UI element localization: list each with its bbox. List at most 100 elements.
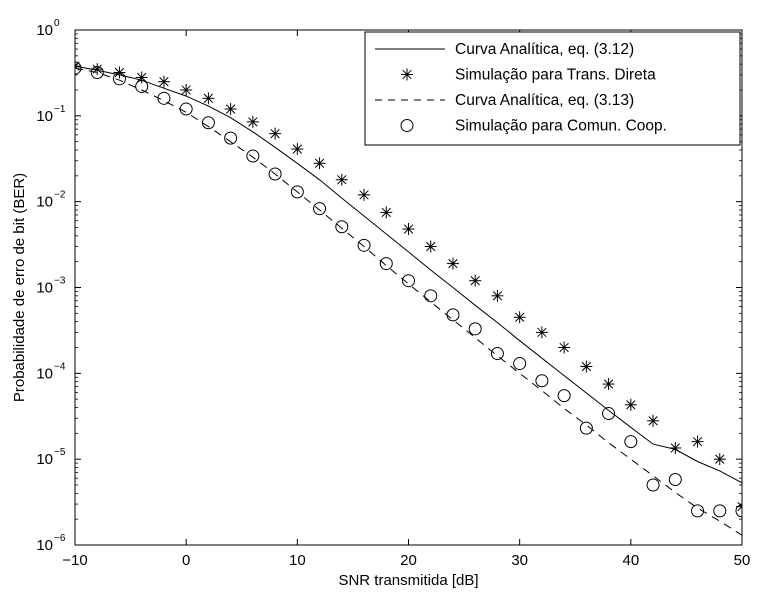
x-tick-label: 0 (182, 552, 190, 569)
data-point-sim-coop (557, 389, 571, 403)
legend-label-sim-direct: Simulação para Trans. Direta (455, 67, 656, 84)
asterisk-stroke (359, 190, 369, 200)
asterisk-stroke (448, 258, 458, 269)
data-point-sim-direct (157, 75, 170, 88)
asterisk-stroke (648, 416, 658, 426)
data-point-sim-direct (602, 378, 615, 391)
data-point-sim-coop (75, 61, 82, 75)
data-point-sim-coop (513, 357, 527, 371)
legend-item-sim-coop: Simulação para Comun. Coop. (400, 118, 667, 135)
data-point-sim-coop (691, 504, 705, 518)
data-point-sim-direct (558, 341, 571, 354)
asterisk-stroke (470, 276, 480, 286)
data-point-sim-coop (535, 374, 549, 388)
data-point-sim-coop (468, 322, 482, 336)
series-analytic-312-line (75, 65, 742, 484)
legend: Curva Analítica, eq. (3.12) Simulação pa… (364, 31, 741, 146)
asterisk-stroke (737, 505, 742, 512)
legend-asterisk-icon (401, 68, 413, 81)
data-point-sim-coop (602, 407, 616, 421)
asterisk-stroke (514, 312, 525, 322)
data-point-sim-direct (269, 127, 282, 140)
y-tick-label: 10 (36, 108, 53, 125)
data-point-sim-direct (469, 274, 482, 287)
asterisk-stroke (337, 175, 347, 185)
data-point-sim-direct (491, 289, 504, 302)
data-point-sim-direct (424, 240, 437, 253)
asterisk-stroke (626, 400, 636, 410)
y-tick-label: 10 (36, 451, 53, 468)
legend-circle-icon (400, 119, 414, 132)
data-point-sim-direct (202, 92, 215, 105)
series-layer (75, 60, 742, 536)
asterisk-stroke (292, 144, 303, 154)
y-tick-label: 10 (36, 22, 53, 39)
x-tick-label: 30 (511, 552, 528, 569)
y-tick-exponent: 0 (54, 18, 60, 29)
asterisk-stroke (314, 158, 325, 168)
data-point-sim-direct (446, 257, 459, 270)
data-point-sim-coop (224, 131, 238, 145)
data-point-sim-direct (647, 414, 660, 427)
legend-box (364, 31, 741, 146)
asterisk-stroke (402, 69, 412, 80)
data-point-sim-coop (402, 274, 415, 288)
legend-item-analytic-313: Curva Analítica, eq. (3.13) (375, 92, 634, 109)
data-point-sim-coop (490, 347, 504, 361)
data-point-sim-direct (513, 311, 526, 324)
x-tick-label: 40 (622, 552, 639, 569)
data-point-sim-direct (713, 453, 726, 466)
data-point-sim-direct (691, 435, 704, 448)
data-point-sim-direct (624, 398, 637, 411)
asterisk-stroke (559, 342, 569, 353)
data-point-sim-direct (402, 223, 415, 236)
data-point-sim-direct (358, 188, 371, 201)
data-point-sim-coop (668, 472, 682, 486)
legend-item-analytic-312: Curva Analítica, eq. (3.12) (375, 41, 634, 58)
y-tick-label: 10 (36, 365, 53, 382)
y-tick-exponent: −3 (54, 276, 66, 287)
x-tick-label: 10 (289, 552, 306, 569)
legend-label-analytic-312: Curva Analítica, eq. (3.12) (455, 41, 634, 58)
data-point-sim-coop (446, 308, 460, 322)
data-point-sim-coop (157, 91, 171, 105)
asterisk-stroke (537, 327, 547, 338)
y-tick-label: 10 (36, 537, 53, 554)
legend-asterisk-mark (401, 68, 413, 81)
legend-item-sim-direct: Simulação para Trans. Direta (401, 67, 656, 84)
data-point-sim-coop (290, 185, 304, 199)
data-point-sim-direct (580, 360, 593, 373)
data-point-sim-coop (201, 116, 215, 130)
asterisk-stroke (381, 207, 391, 218)
data-point-sim-coop (579, 421, 593, 435)
y-tick-exponent: −1 (54, 104, 66, 115)
asterisk-stroke (181, 85, 191, 95)
data-point-sim-coop (112, 72, 126, 86)
asterisk-stroke (403, 224, 414, 234)
data-point-sim-coop (135, 79, 149, 93)
asterisk-stroke (692, 436, 703, 447)
asterisk-stroke (270, 128, 280, 139)
data-point-sim-coop (90, 65, 104, 79)
asterisk-stroke (159, 77, 169, 87)
data-point-sim-coop (313, 202, 327, 216)
asterisk-stroke (203, 93, 214, 103)
asterisk-stroke (603, 379, 614, 389)
data-point-sim-direct (180, 83, 193, 96)
data-point-sim-coop (335, 220, 349, 234)
data-point-sim-direct (313, 157, 326, 170)
data-point-sim-coop (246, 149, 260, 163)
asterisk-stroke (670, 443, 680, 453)
y-tick-exponent: −2 (54, 190, 66, 201)
data-point-sim-direct (535, 326, 548, 339)
data-point-sim-coop (735, 504, 742, 518)
data-point-sim-coop (179, 102, 193, 116)
data-point-sim-direct (91, 63, 104, 76)
data-point-sim-direct (669, 441, 682, 454)
asterisk-stroke (581, 361, 592, 372)
y-tick-label: 10 (36, 280, 53, 297)
legend-label-analytic-313: Curva Analítica, eq. (3.13) (455, 92, 634, 109)
data-point-sim-direct (335, 173, 348, 186)
legend-circle-mark (400, 119, 414, 132)
